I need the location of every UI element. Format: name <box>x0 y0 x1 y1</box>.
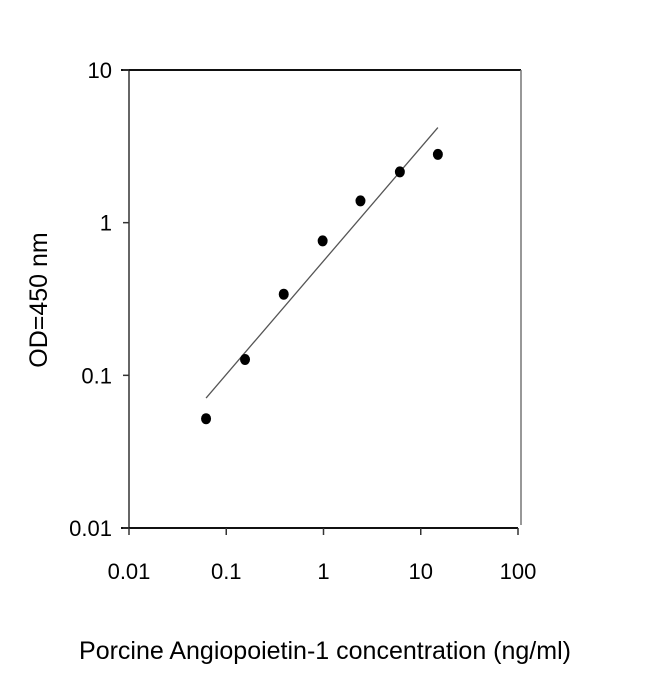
data-point <box>355 195 366 207</box>
y-tick-label: 0.01 <box>69 516 112 541</box>
y-tick-label: 10 <box>88 58 112 83</box>
data-point <box>394 166 405 178</box>
data-point <box>278 288 289 300</box>
data-point <box>240 353 251 365</box>
x-tick-label: 10 <box>409 559 433 584</box>
data-points <box>201 148 443 425</box>
x-tick-label: 1 <box>317 559 329 584</box>
data-point <box>317 235 328 247</box>
y-tick-label: 1 <box>100 211 112 236</box>
data-point <box>201 413 212 425</box>
y-axis-ticks: 0.01 0.1 1 10 <box>69 58 129 541</box>
y-tick-label: 0.1 <box>81 363 112 388</box>
x-axis-ticks: 0.01 0.1 1 10 100 <box>108 528 537 584</box>
x-tick-label: 100 <box>500 559 537 584</box>
x-axis-title: Porcine Angiopoietin-1 concentration (ng… <box>79 637 571 665</box>
x-tick-label: 0.01 <box>108 559 151 584</box>
x-tick-label: 0.1 <box>211 559 242 584</box>
y-axis-title: OD=450 nm <box>25 232 53 368</box>
plot-frame <box>121 69 522 529</box>
data-point <box>432 148 443 160</box>
